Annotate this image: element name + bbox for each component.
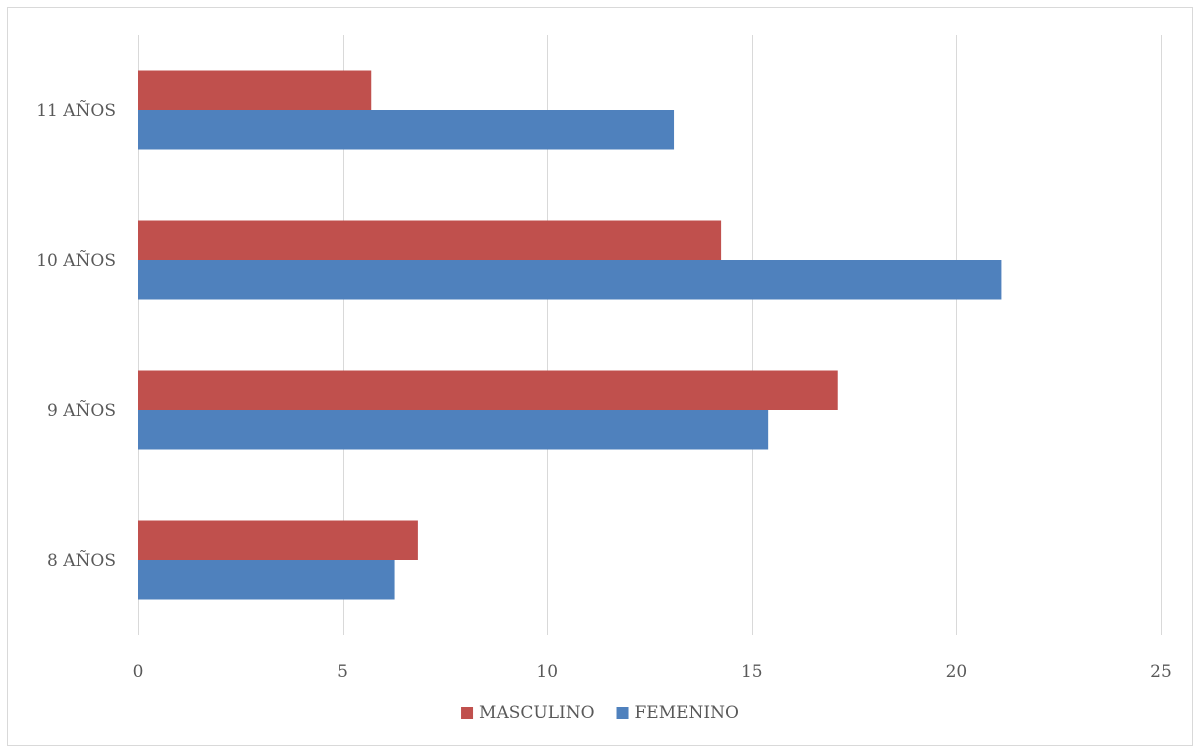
y-tick-label: 10 AÑOS — [36, 250, 116, 271]
legend-swatch-femenino — [616, 707, 629, 719]
x-tick-label: 20 — [946, 662, 968, 682]
bar-femenino-1 — [138, 410, 769, 450]
bar-femenino-3 — [138, 110, 675, 150]
x-tick-labels: 0 5 10 15 20 25 — [133, 662, 1172, 682]
x-tick-label: 10 — [536, 662, 558, 682]
legend-label-masculino: MASCULINO — [479, 703, 594, 723]
bar-masculino-1 — [138, 370, 838, 410]
x-tick-label: 0 — [133, 662, 144, 682]
y-tick-label: 8 AÑOS — [47, 550, 116, 571]
y-tick-labels: 8 AÑOS 9 AÑOS 10 AÑOS 11 AÑOS — [36, 100, 116, 571]
x-tick-label: 15 — [741, 662, 763, 682]
legend-swatch-masculino — [461, 707, 474, 719]
bar-femenino-2 — [138, 260, 1002, 300]
bar-masculino-2 — [138, 220, 722, 260]
bar-masculino-0 — [138, 520, 418, 560]
bars — [138, 70, 1002, 600]
y-tick-label: 11 AÑOS — [36, 100, 116, 121]
x-tick-label: 25 — [1150, 662, 1172, 682]
y-tick-label: 9 AÑOS — [47, 400, 116, 421]
legend: MASCULINO FEMENINO — [461, 703, 739, 723]
x-tick-label: 5 — [337, 662, 348, 682]
bar-masculino-3 — [138, 70, 372, 110]
bar-femenino-0 — [138, 560, 395, 600]
legend-label-femenino: FEMENINO — [635, 703, 739, 723]
